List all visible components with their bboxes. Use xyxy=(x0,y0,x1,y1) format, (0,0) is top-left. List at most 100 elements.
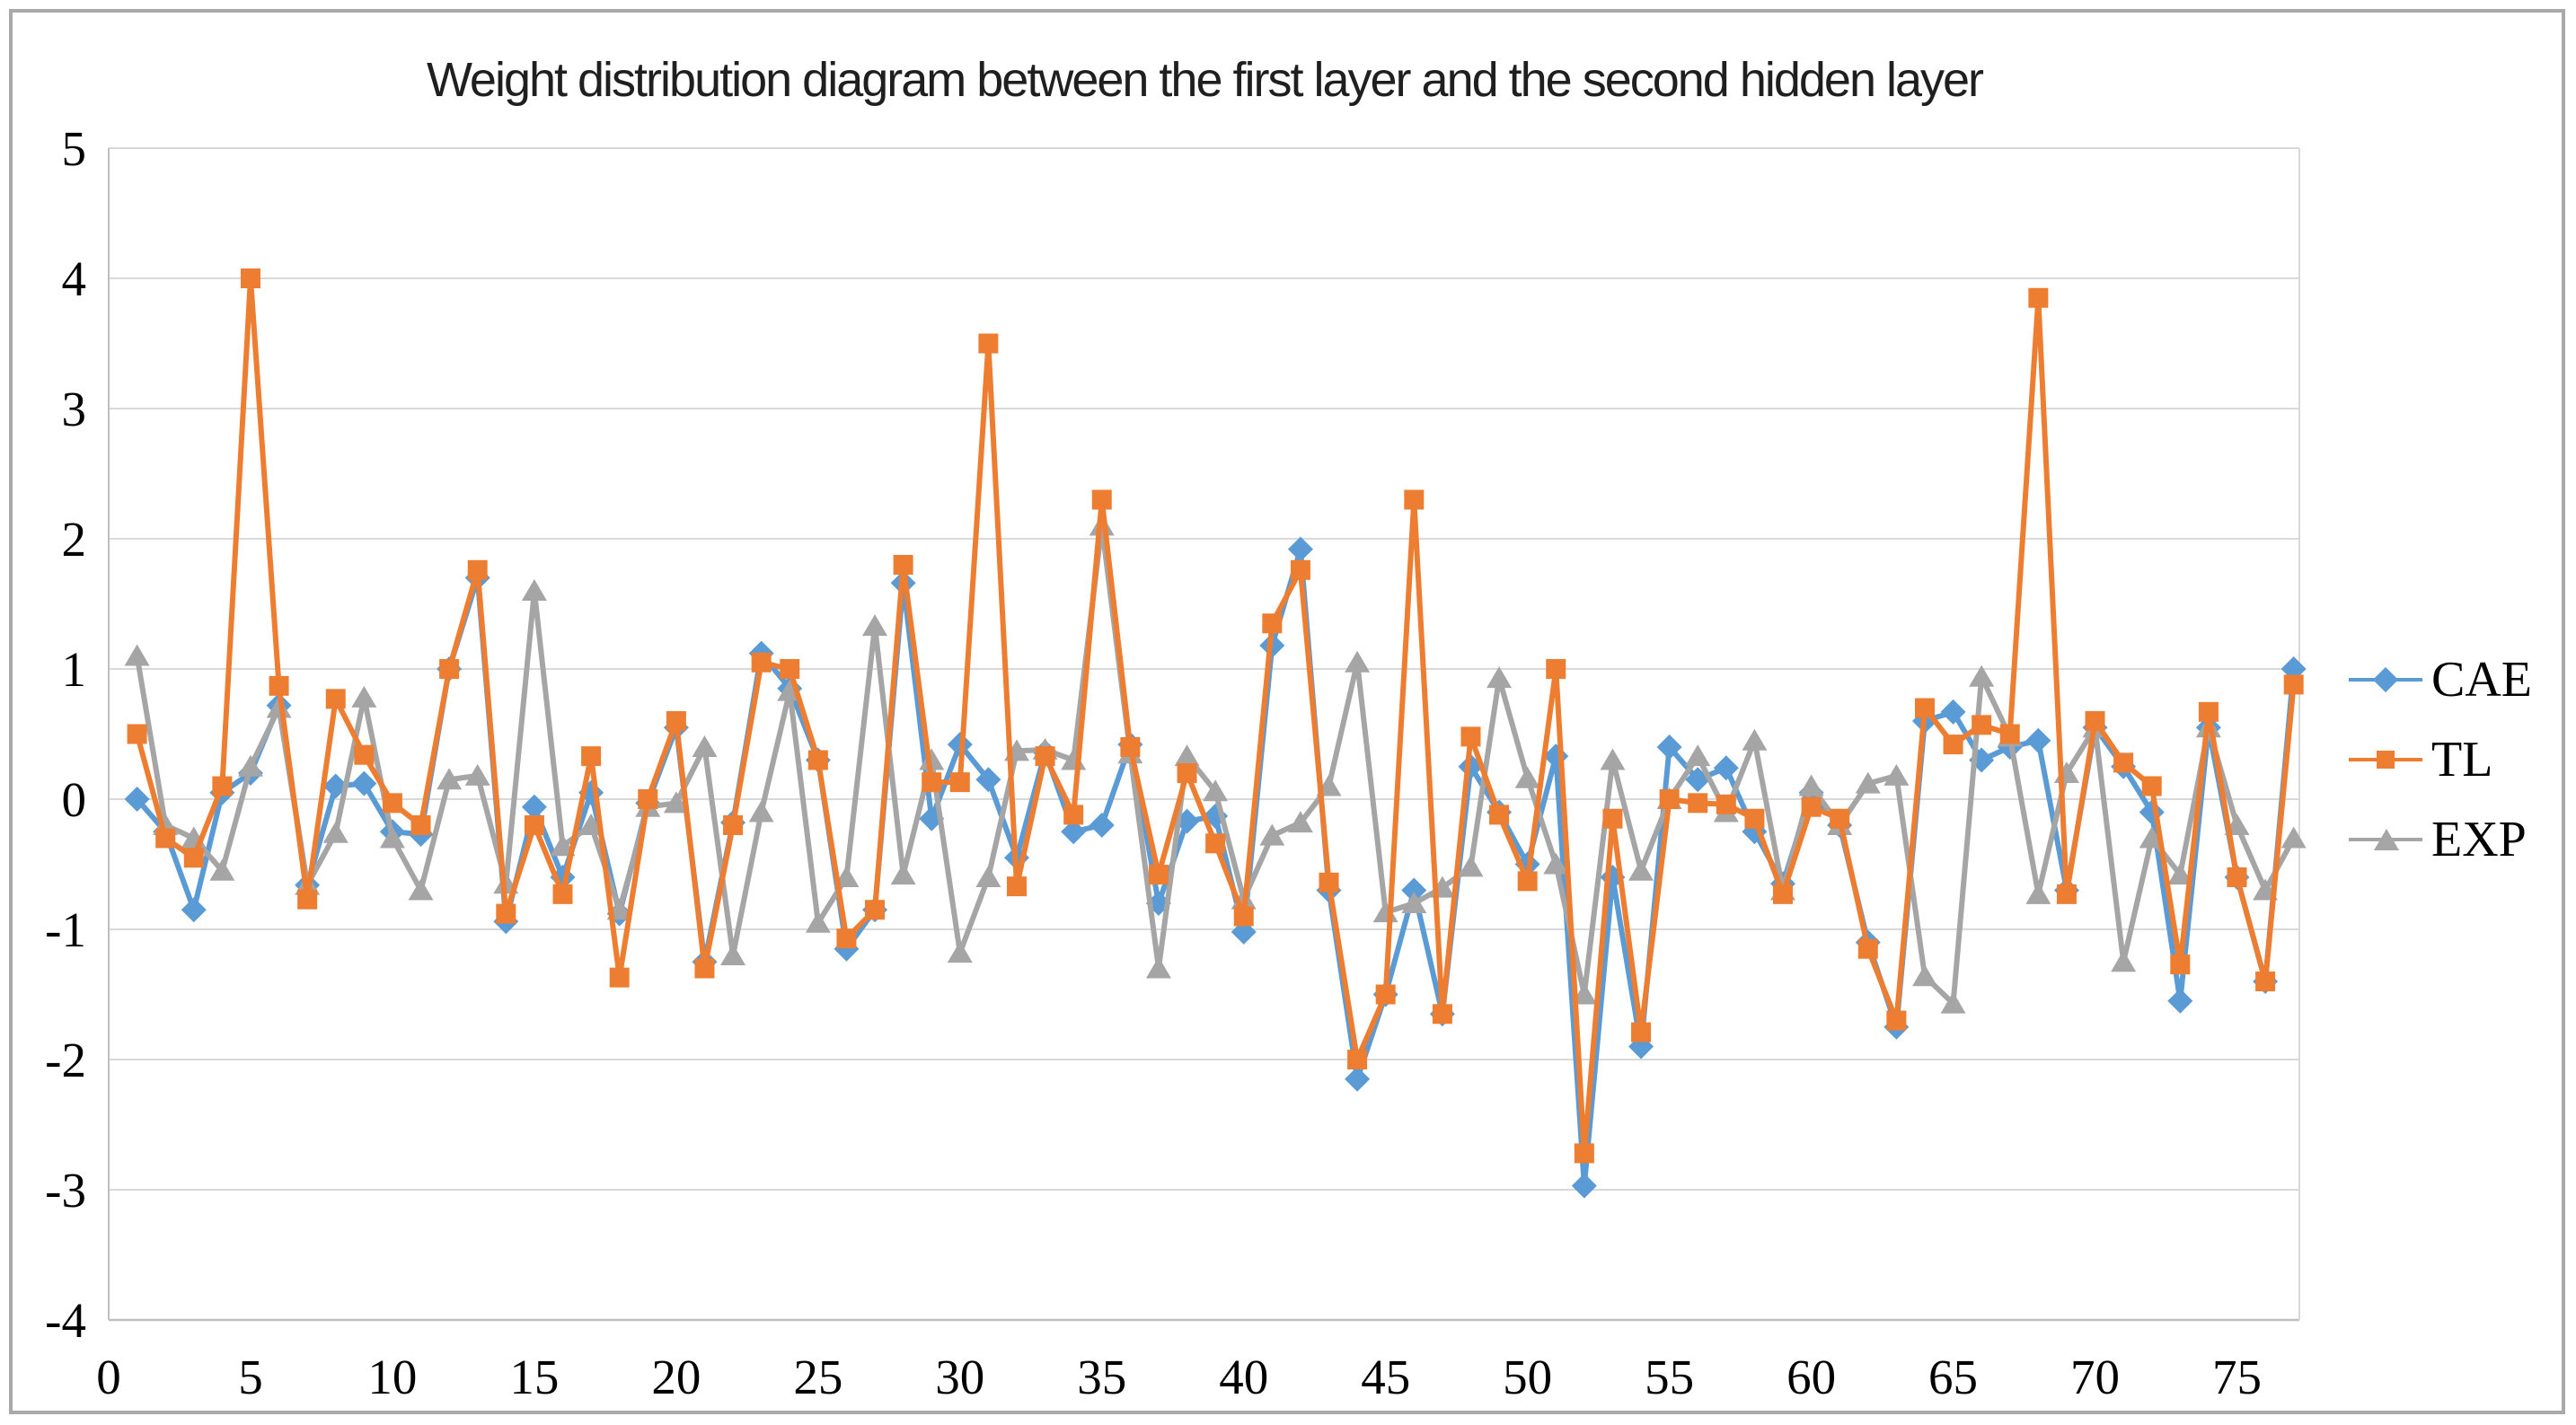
exp-triangle-marker xyxy=(1259,823,1285,846)
tl-square-marker xyxy=(1546,659,1566,679)
tl-square-marker xyxy=(1035,746,1055,767)
tl-square-marker xyxy=(1574,1143,1594,1164)
y-tick-label: -4 xyxy=(45,1293,86,1348)
tl-square-marker xyxy=(1716,794,1736,814)
tl-square-marker xyxy=(1177,763,1197,783)
exp-triangle-marker xyxy=(2167,863,2193,885)
tl-square-marker xyxy=(2198,701,2219,722)
x-tick-label: 65 xyxy=(1928,1350,1978,1404)
tl-square-marker xyxy=(2170,954,2191,975)
cae-diamond-marker xyxy=(181,897,207,923)
chart-legend: CAE TL EXP xyxy=(2349,639,2573,879)
exp-triangle-marker xyxy=(1514,766,1540,788)
cae-diamond-marker xyxy=(2139,799,2165,825)
exp-triangle-marker xyxy=(1628,858,1654,881)
exp-triangle-marker xyxy=(1486,666,1513,689)
tl-square-marker xyxy=(1773,884,1794,904)
exp-triangle-marker xyxy=(890,863,916,885)
cae-diamond-marker xyxy=(1571,1173,1597,1199)
exp-triangle-marker xyxy=(692,735,718,757)
exp-triangle-marker xyxy=(322,821,348,843)
tl-square-marker xyxy=(1347,1050,1368,1069)
tl-line-sample xyxy=(2349,748,2422,771)
exp-triangle-marker xyxy=(1174,744,1200,767)
cae-diamond-marker xyxy=(2025,727,2051,753)
exp-triangle-marker xyxy=(1401,892,1427,913)
tl-square-marker xyxy=(1688,793,1708,814)
exp-triangle-marker xyxy=(919,748,945,770)
exp-triangle-marker xyxy=(408,878,434,901)
exp-triangle-marker xyxy=(1969,664,1995,687)
tl-square-marker xyxy=(325,689,346,709)
y-tick-label: -1 xyxy=(45,902,86,957)
y-tick-label: 1 xyxy=(62,642,87,697)
tl-square-marker xyxy=(496,903,516,924)
tl-square-marker xyxy=(1120,737,1141,757)
tl-square-marker xyxy=(2141,776,2162,796)
tl-square-marker xyxy=(2283,674,2304,695)
tl-square-marker xyxy=(1857,938,1878,959)
tl-square-marker xyxy=(1063,805,1084,825)
exp-line-sample xyxy=(2349,828,2422,851)
tl-square-marker xyxy=(893,555,913,575)
tl-square-marker xyxy=(1319,872,1339,893)
tl-square-marker xyxy=(524,815,544,835)
exp-triangle-marker xyxy=(521,579,547,601)
y-tick-label: 2 xyxy=(62,512,87,567)
tl-square-marker xyxy=(2056,884,2077,904)
tl-square-marker xyxy=(212,776,233,796)
exp-triangle-marker xyxy=(1571,982,1597,1005)
exp-triangle-marker xyxy=(720,944,746,965)
chart-frame-border xyxy=(9,9,2565,1414)
cae-diamond-marker xyxy=(1713,755,1739,781)
legend-item-cae: CAE xyxy=(2349,639,2573,719)
exp-triangle-marker xyxy=(379,826,405,849)
legend-label-tl: TL xyxy=(2431,731,2493,787)
tl-square-marker xyxy=(1205,833,1226,854)
exp-triangle-marker xyxy=(947,941,973,963)
tl-square-marker xyxy=(807,750,828,770)
exp-triangle-marker xyxy=(1600,748,1626,770)
exp-triangle-marker xyxy=(266,696,292,718)
x-tick-label: 45 xyxy=(1361,1350,1410,1404)
legend-label-exp: EXP xyxy=(2431,811,2527,867)
tl-square-marker xyxy=(552,884,573,904)
exp-triangle-marker xyxy=(1940,991,1966,1014)
tl-square-marker xyxy=(2085,711,2105,731)
tl-square-marker xyxy=(1489,805,1510,825)
tl-square-marker xyxy=(1999,724,2020,744)
exp-triangle-marker xyxy=(748,800,774,822)
tl-square-marker xyxy=(694,958,715,979)
legend-label-cae: CAE xyxy=(2431,651,2532,708)
cae-diamond-marker xyxy=(1089,813,1115,838)
legend-item-tl: TL xyxy=(2349,719,2573,799)
series-cae xyxy=(124,536,2307,1199)
tl-square-marker xyxy=(1432,1004,1452,1025)
x-tick-label: 15 xyxy=(509,1350,559,1404)
tl-square-marker xyxy=(1943,734,1963,755)
tl-square-marker xyxy=(723,815,744,835)
tl-square-marker xyxy=(581,746,602,767)
x-tick-label: 0 xyxy=(96,1350,121,1404)
tl-square-marker xyxy=(978,333,999,354)
x-tick-label: 75 xyxy=(2212,1350,2262,1404)
tl-square-marker xyxy=(922,772,942,793)
cae-diamond-icon xyxy=(2372,666,2399,692)
exp-triangle-marker xyxy=(1855,771,1881,794)
exp-triangle-marker xyxy=(2111,950,2137,972)
tl-square-marker xyxy=(1404,489,1425,510)
exp-triangle-marker xyxy=(1911,964,1937,987)
y-tick-label: 4 xyxy=(62,251,87,306)
tl-square-marker xyxy=(1744,808,1765,829)
exp-triangle-marker xyxy=(1742,728,1768,751)
tl-square-marker xyxy=(836,928,857,949)
series-line-exp xyxy=(134,523,2297,1007)
tl-square-marker xyxy=(638,789,658,809)
exp-triangle-marker xyxy=(1203,779,1229,802)
tl-square-marker xyxy=(865,900,886,920)
tl-square-marker xyxy=(127,724,147,744)
tl-square-marker xyxy=(949,772,970,793)
tl-square-marker xyxy=(2028,287,2049,308)
tl-square-marker xyxy=(2227,867,2247,887)
